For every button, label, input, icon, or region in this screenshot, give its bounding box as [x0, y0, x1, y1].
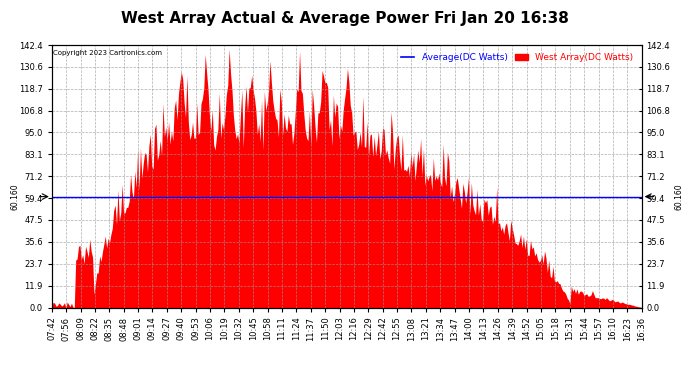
Text: 60.160: 60.160	[10, 183, 19, 210]
Text: Copyright 2023 Cartronics.com: Copyright 2023 Cartronics.com	[53, 50, 162, 56]
Text: West Array Actual & Average Power Fri Jan 20 16:38: West Array Actual & Average Power Fri Ja…	[121, 11, 569, 26]
Text: 60.160: 60.160	[674, 183, 683, 210]
Legend: Average(DC Watts), West Array(DC Watts): Average(DC Watts), West Array(DC Watts)	[397, 50, 637, 66]
